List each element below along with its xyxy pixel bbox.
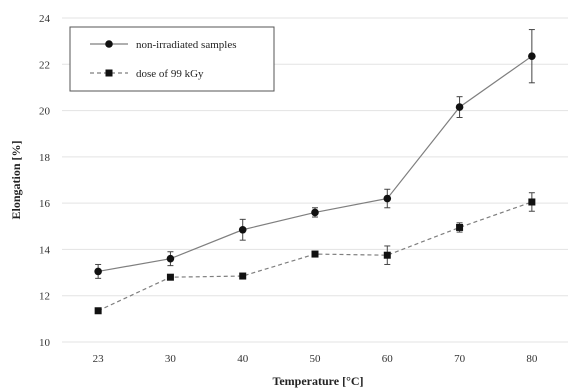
x-tick-label: 30 <box>165 353 177 365</box>
data-point <box>383 251 391 259</box>
data-point <box>239 272 247 280</box>
data-point <box>528 198 536 206</box>
y-tick-label: 18 <box>39 152 51 164</box>
y-tick-label: 10 <box>39 337 51 349</box>
x-tick-labels: 23 30 40 50 60 70 80 <box>93 353 538 365</box>
x-tick-label: 70 <box>454 353 466 365</box>
y-tick-label: 24 <box>39 13 51 25</box>
series-1 <box>94 29 536 279</box>
data-point <box>166 254 175 263</box>
y-tick-label: 20 <box>39 106 51 118</box>
x-tick-label: 60 <box>382 353 394 365</box>
legend-label: dose of 99 kGy <box>136 68 204 80</box>
series-layer <box>94 29 536 315</box>
x-tick-label: 50 <box>310 353 322 365</box>
y-tick-labels: 10 12 14 16 18 20 22 24 <box>39 13 51 349</box>
data-point <box>166 273 174 281</box>
legend-item-2: dose of 99 kGy <box>90 68 204 80</box>
y-tick-label: 14 <box>39 244 51 256</box>
y-tick-label: 16 <box>39 198 51 210</box>
data-point <box>94 307 102 315</box>
legend: non-irradiated samples dose of 99 kGy <box>69 26 275 92</box>
y-tick-label: 12 <box>39 291 50 303</box>
x-axis-title: Temperature [°C] <box>272 374 363 388</box>
data-point <box>94 267 102 276</box>
data-point <box>528 52 536 60</box>
data-point <box>238 225 247 234</box>
x-tick-label: 23 <box>93 353 105 365</box>
series-2 <box>94 192 536 315</box>
legend-marker <box>105 40 113 48</box>
x-tick-label: 40 <box>237 353 249 365</box>
data-point <box>456 223 464 231</box>
y-tick-label: 22 <box>39 59 50 71</box>
legend-box <box>69 26 275 92</box>
data-point <box>311 208 319 217</box>
legend-label: non-irradiated samples <box>136 39 237 51</box>
y-axis-title: Elongation [%] <box>9 140 23 219</box>
x-tick-label: 80 <box>526 353 538 365</box>
data-point <box>455 103 464 111</box>
legend-marker <box>105 69 113 77</box>
data-point <box>311 250 319 258</box>
legend-item-1: non-irradiated samples <box>90 39 237 51</box>
data-point <box>383 194 392 203</box>
